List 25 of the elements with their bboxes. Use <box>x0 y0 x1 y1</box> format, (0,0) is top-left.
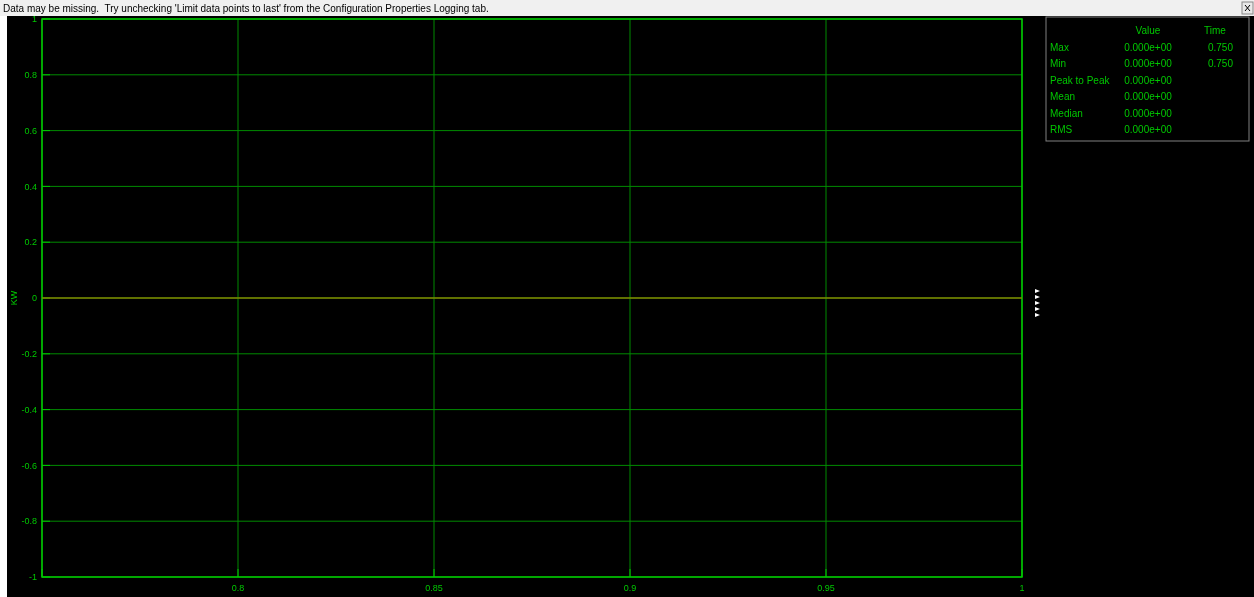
text: Peak to Peak 0.000e+00 <box>1050 74 1172 86</box>
text: Min 0.000e+00 0.750 <box>1050 58 1233 69</box>
y-tick-label: -0.2 <box>21 348 37 359</box>
text: Data may be missing. Try unchecking 'Limit data points to last' from the Configuration Properties Logging tab. <box>3 3 489 14</box>
y-tick-label: 0 <box>31 293 37 304</box>
text: Max 0.000e+00 0.750 <box>1050 41 1233 53</box>
y-tick-label: 0.6 <box>24 125 37 136</box>
y-tick-label: 0.4 <box>24 181 37 192</box>
y-axis-title: KW <box>9 290 19 306</box>
x-tick-label: 1 <box>1019 583 1025 593</box>
y-tick-label: -0.4 <box>21 404 37 415</box>
y-tick-label: 0.2 <box>24 237 37 248</box>
text: Mean 0.000e+00 <box>1050 91 1172 102</box>
text: RMS 0.000e+00 <box>1050 124 1172 135</box>
y-tick-label: 0.8 <box>24 69 37 80</box>
y-tick-label: 1 <box>31 14 37 25</box>
x-tick-label: 0.95 <box>817 583 835 593</box>
x-tick-label: 0.85 <box>425 583 443 593</box>
y-tick-label: -0.8 <box>21 516 37 527</box>
x-tick-label: 0.8 <box>231 583 245 593</box>
text: Value Time <box>1135 25 1226 36</box>
y-tick-label: -0.6 <box>21 460 37 471</box>
text: Median 0.000e+00 <box>1050 107 1172 119</box>
y-tick-label: -1 <box>28 572 37 583</box>
x-tick-label: 0.9 <box>623 583 637 593</box>
